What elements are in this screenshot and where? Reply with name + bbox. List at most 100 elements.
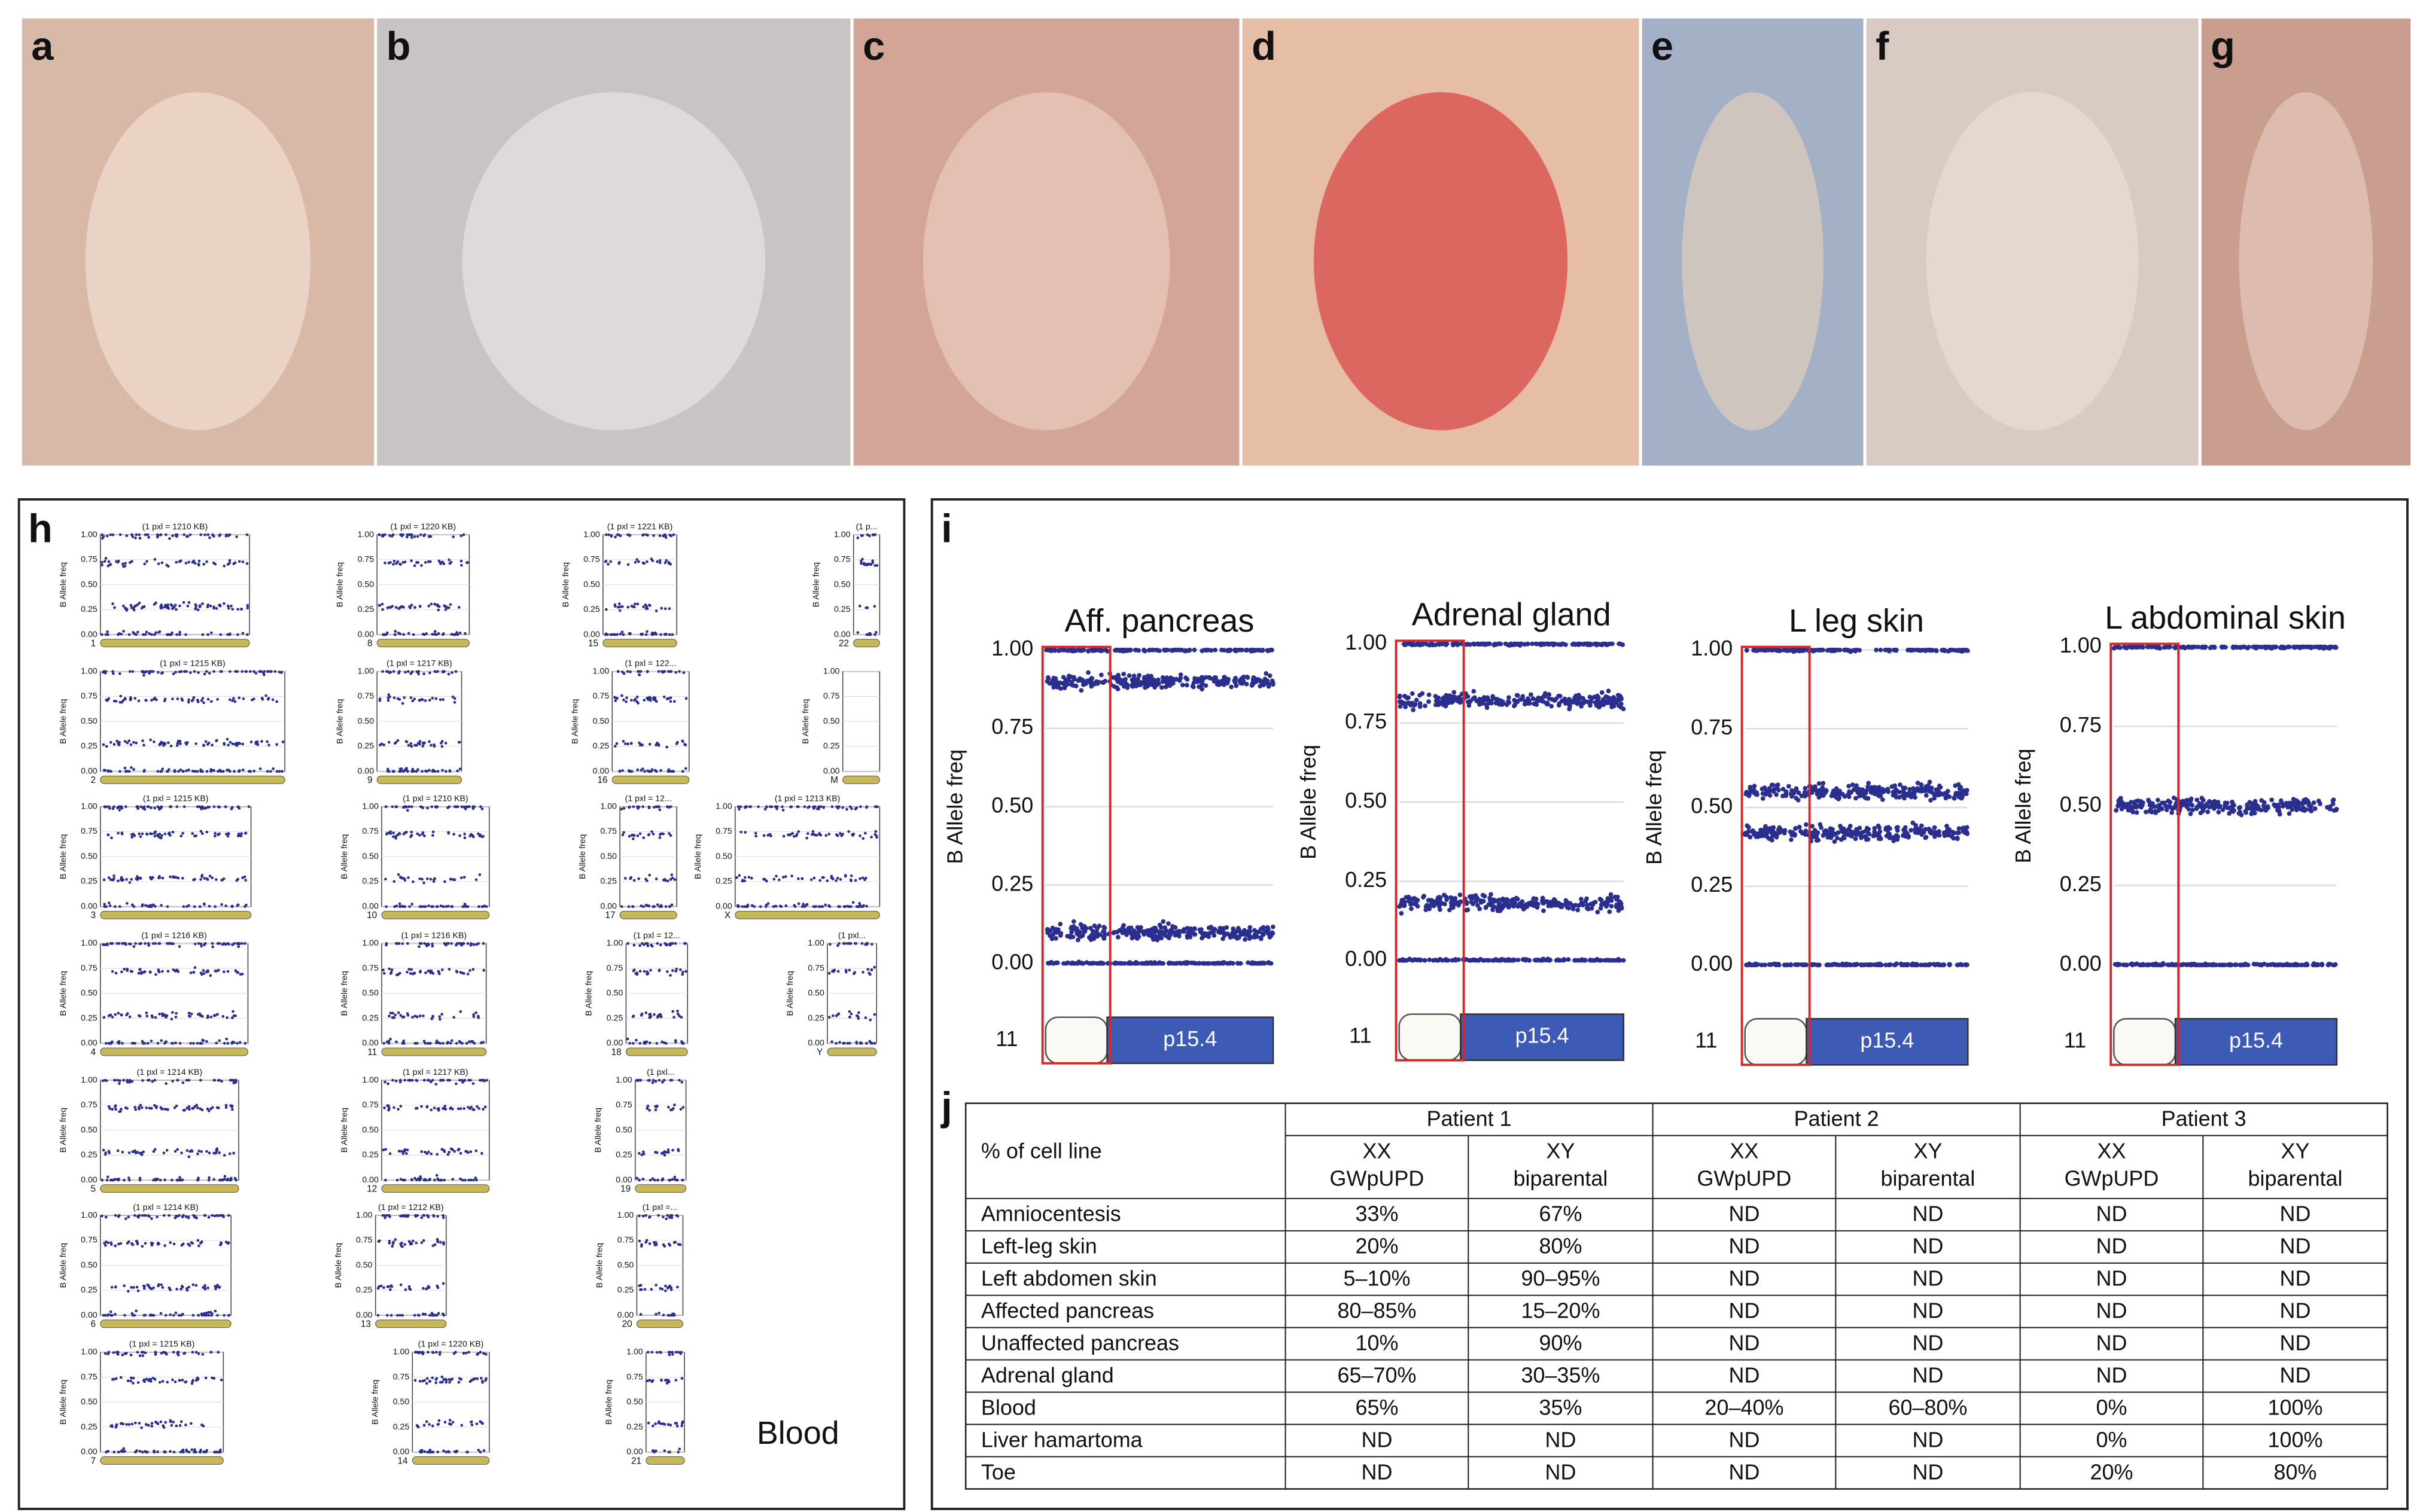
mini-dot [605,560,608,563]
mini-dot [144,1214,147,1217]
mini-dot [141,1450,144,1453]
mini-dot [395,942,398,945]
data-point [1232,648,1237,653]
mini-dot [779,905,782,908]
mini-dot [179,1042,182,1045]
mini-dot [398,972,401,975]
mini-dot [160,741,163,744]
baf-mini-plot: (1 pxl = 1216 KB)1.000.750.500.250.00B A… [339,930,486,1057]
mini-dot [122,1079,125,1082]
data-point [1436,696,1441,700]
mini-dot [402,606,405,609]
mini-dot [401,1314,404,1317]
mini-dot [419,1380,422,1383]
mini-dot [200,945,203,948]
photo-subject [923,92,1170,430]
mini-dot [229,670,232,673]
mini-dot [467,1151,470,1154]
mini-dot [112,1378,115,1381]
mini-dot [175,633,178,636]
mini-ytick: 1.00 [358,666,375,675]
mini-dot [118,1082,121,1085]
mini-dot [147,905,150,908]
mini-dot [676,1010,679,1013]
mini-dot [103,560,106,563]
mini-dot [683,942,686,945]
mini-dot [622,633,625,636]
data-point [1079,688,1083,693]
data-point [1089,648,1094,653]
mini-dot [188,1450,191,1453]
mini-dot [656,806,659,809]
mini-dot [234,1081,237,1084]
mini-dot [441,769,444,772]
mini-dot [106,943,109,946]
mini-dot [120,1376,123,1379]
mini-dot [428,1079,431,1082]
mini-dot [153,1079,156,1082]
mini-dot [667,770,670,773]
mini-dot [112,534,115,536]
mini-dot [178,631,181,634]
mini-dot [419,1450,422,1453]
mini-dot [788,834,791,837]
mini-dot [159,534,162,536]
mini-dot [860,562,863,565]
mini-dot [428,535,431,538]
mini-ytick: 1.00 [362,1075,379,1084]
mini-dot [386,1214,389,1217]
mini-dot [459,632,462,635]
mini-dot [219,1450,222,1453]
mini-dot [849,805,852,808]
data-point [1197,961,1202,966]
data-point [1192,926,1197,931]
mini-dot [656,1105,659,1108]
mini-dot [120,1422,123,1425]
mini-dot [172,831,175,834]
mini-dot [218,1151,221,1154]
mini-dot [449,603,452,606]
mini-dot [413,535,416,538]
data-point [1261,925,1266,930]
mini-dot [438,1015,441,1018]
mini-ideogram [637,1320,683,1328]
data-point [1191,931,1196,936]
mini-ytick: 0.00 [362,901,379,911]
mini-dot [188,1012,191,1015]
mini-dot [423,1079,426,1082]
mini-dot [215,1042,218,1045]
mini-dot [400,1105,403,1108]
mini-dot [157,1242,160,1245]
mini-dot [785,904,788,907]
mini-dot [674,878,677,881]
data-point [1127,673,1132,678]
data-point [1054,961,1058,965]
mini-dot [873,1013,876,1016]
data-point [1073,927,1077,932]
mini-dot [750,877,753,880]
mini-dot [473,943,476,946]
baf-mini-plot: (1 pxl = 1221 KB)1.000.750.500.250.00B A… [561,522,677,649]
mini-dot [259,767,262,770]
mini-ideogram [382,1048,486,1056]
mini-dot [870,969,873,972]
mini-dot [227,970,230,973]
mini-dot [161,562,164,565]
mini-dot [134,942,137,945]
mini-dot [398,1314,401,1317]
mini-dot [411,670,414,673]
chart-title-box: Adrenal gland [1373,554,1649,635]
mini-dot [422,1287,425,1290]
mini-dot [388,1285,391,1288]
data-point [1259,679,1264,684]
mini-dot [408,905,411,908]
mini-dot [232,742,235,745]
mini-dot [837,1013,840,1016]
mini-dot [235,535,238,538]
photo: e [1642,19,1864,466]
mini-dot [435,905,438,908]
mini-dot [141,903,144,906]
mini-dot [631,605,634,608]
mini-dot [419,1175,422,1178]
mini-dot [859,834,861,837]
